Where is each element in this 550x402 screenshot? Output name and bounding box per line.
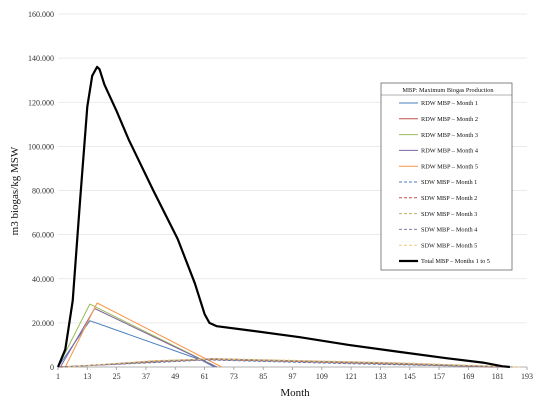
legend-label: SDW MBP – Month 5: [421, 242, 477, 249]
x-tick-label: 121: [345, 372, 357, 381]
legend-label: RDW MBP – Month 1: [421, 100, 478, 107]
x-tick-label: 169: [462, 372, 474, 381]
series-line-3: [57, 303, 218, 368]
y-tick-label: 60.000: [32, 231, 54, 240]
legend-label: SDW MBP – Month 4: [421, 227, 478, 234]
x-tick-label: 73: [230, 372, 238, 381]
x-tick-label: 133: [374, 372, 386, 381]
y-axis-title: m3 biogas/kg MSW: [9, 146, 21, 235]
x-tick-label: 61: [201, 372, 209, 381]
axes: [57, 366, 528, 370]
legend-label: SDW MBP – Month 1: [421, 179, 477, 186]
y-tick-label: 140.000: [28, 54, 54, 63]
legend-label: RDW MBP – Month 5: [421, 163, 478, 170]
x-tick-label: 157: [433, 372, 445, 381]
y-tick-label: 20.000: [32, 319, 54, 328]
y-tick-label: 160.000: [28, 10, 54, 19]
gridlines: [58, 13, 527, 324]
legend: MBP: Maximum Biogas Production RDW MBP –…: [380, 82, 513, 271]
legend-label: Total MBP – Months 1 to 5: [421, 258, 490, 265]
x-tick-label: 97: [289, 372, 297, 381]
series-line-5: [64, 302, 222, 368]
x-tick-label: 1: [56, 372, 60, 381]
series-line-11: [56, 65, 511, 369]
y-tick-label: 100.000: [28, 142, 54, 151]
x-tick-label: 37: [142, 372, 150, 381]
x-tick-label: 25: [113, 372, 121, 381]
legend-label: SDW MBP – Month 3: [421, 211, 477, 218]
x-tick-label: 193: [521, 372, 533, 381]
x-tick-label: 13: [83, 372, 91, 381]
x-axis-title: Month: [280, 387, 310, 399]
legend-label: RDW MBP – Month 2: [421, 116, 478, 123]
legend-label: RDW MBP – Month 4: [421, 148, 479, 155]
y-tick-label: 40.000: [32, 275, 54, 284]
y-tick-label: 120.000: [28, 98, 54, 107]
x-tick-label: 49: [171, 372, 179, 381]
series-line-6: [57, 359, 501, 368]
x-tick-label: 145: [404, 372, 416, 381]
legend-title: MBP: Maximum Biogas Production: [402, 87, 494, 94]
legend-box: [380, 82, 513, 271]
x-tick-label: 109: [316, 372, 328, 381]
legend-label: RDW MBP – Month 3: [421, 132, 478, 139]
y-tick-label: 80.000: [32, 187, 54, 196]
series-line-10: [67, 358, 520, 368]
series-lines: [56, 65, 520, 369]
x-tick-label: 181: [492, 372, 504, 381]
x-tick-label: 85: [259, 372, 267, 381]
legend-label: SDW MBP – Month 2: [421, 195, 477, 202]
x-tick-labels: 1 13 25 37 49 61 73 85 97 109 121 133 145 157 169 181 19…: [56, 372, 533, 381]
y-tick-label: 0: [50, 363, 54, 372]
y-tick-labels: 0 20.000 40.000 60.000 80.000 100.000 120.000 1…: [28, 10, 54, 372]
